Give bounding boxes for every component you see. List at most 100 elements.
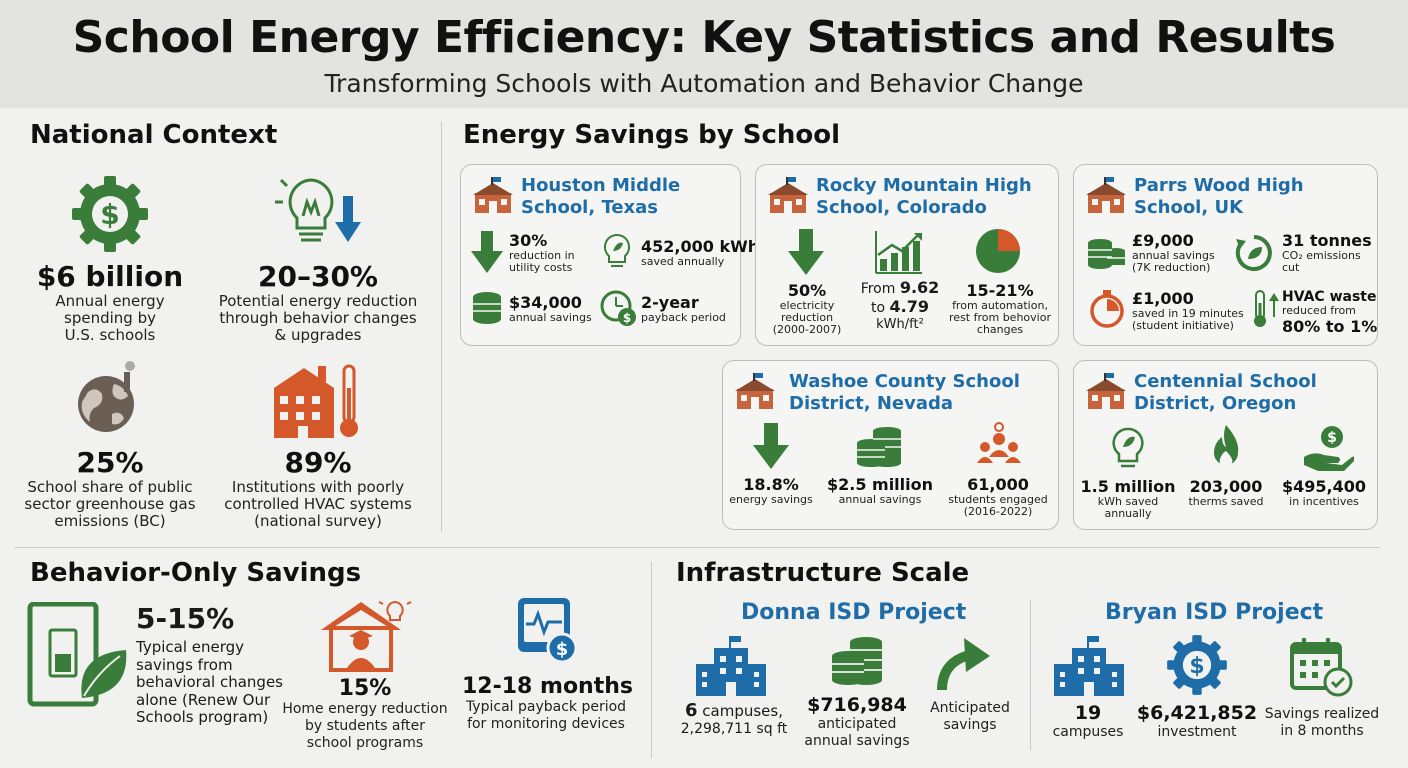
stat-value: 25% [76, 446, 144, 479]
campus-buildings-icon [696, 636, 766, 696]
card-title: Washoe County School District, Nevada [789, 371, 1020, 414]
rocky-stat-intensity: From 9.62 to 4.79 kWh/ft² [860, 278, 940, 333]
parrs-stat-hvac: HVAC waste reduced from 80% to 1% [1282, 289, 1378, 336]
divider-vertical-bottom [651, 562, 652, 758]
stat-value: 15% [338, 676, 392, 701]
card-parrs-wood: Parrs Wood High School, UK £9,000 annual… [1073, 164, 1378, 346]
card-title: Rocky Mountain High School, Colorado [816, 175, 1032, 218]
behavior-stat-payback: $ 12-18 months Typical payback period fo… [462, 596, 633, 733]
parrs-stat-savings: £9,000 annual savings (7K reduction) [1132, 231, 1215, 274]
header-banner: School Energy Efficiency: Key Statistics… [0, 0, 1408, 108]
bryan-stat-investment: $6,421,852 investment [1136, 702, 1258, 740]
bar-chart-up-icon [875, 231, 922, 274]
clock-dollar-icon: $ [600, 290, 636, 326]
svg-text:$: $ [100, 198, 119, 231]
houston-stat-reduction: 30% reduction in utility costs [509, 231, 575, 274]
washoe-stat-students: 61,000 students engaged (2016-2022) [948, 475, 1048, 518]
divider-horizontal [14, 547, 1380, 548]
stat-desc: Typical energy savings from behavioral c… [136, 638, 283, 726]
bryan-stat-realized: Savings realized in 8 months [1264, 706, 1380, 739]
rocky-stat-reduction: 50% electricity reduction (2000-2007) [772, 281, 842, 336]
national-context-title: National Context [30, 120, 278, 150]
houston-stat-savings: $34,000 annual savings [509, 293, 592, 324]
page-subtitle: Transforming Schools with Automation and… [324, 69, 1084, 98]
dollar-gear-icon: $ [1167, 635, 1227, 695]
flame-icon [1214, 425, 1239, 468]
behavior-savings-title: Behavior-Only Savings [30, 558, 362, 588]
energy-savings-title: Energy Savings by School [463, 120, 841, 150]
school-building-icon [768, 177, 808, 213]
pie-chart-icon [976, 229, 1020, 273]
national-stat-hvac: 89% Institutions with poorly controlled … [218, 358, 418, 530]
campus-buildings-icon [1054, 636, 1124, 696]
card-washoe: Washoe County School District, Nevada 18… [722, 360, 1059, 530]
donna-project-title: Donna ISD Project [741, 600, 967, 625]
svg-text:$: $ [1189, 654, 1204, 679]
light-switch-leaf-icon [27, 602, 127, 707]
parrs-stat-co2: 31 tonnes CO₂ emissions cut [1282, 231, 1372, 274]
donna-stat-campuses: 6 campuses, 2,298,711 sq ft [680, 700, 788, 738]
rocky-stat-automation: 15-21% from automation, rest from behovi… [949, 281, 1051, 336]
divider-vertical-infra [1030, 600, 1031, 750]
houston-stat-payback: 2-year payback period [641, 293, 726, 324]
lightbulb-leaf-icon [1112, 427, 1144, 468]
stat-value: 5-15% [136, 602, 235, 635]
stat-value: 89% [284, 446, 352, 479]
recycle-leaf-icon [1235, 235, 1272, 271]
centennial-stat-kwh: 1.5 million kWh saved annually [1080, 477, 1176, 520]
coin-stack-icon [473, 292, 501, 324]
card-title: Centennial School District, Oregon [1134, 371, 1317, 414]
house-student-bulb-icon [321, 600, 412, 672]
globe-factory-icon [78, 361, 135, 432]
school-building-icon [473, 177, 513, 213]
stat-desc: Potential energy reduction through behav… [218, 292, 418, 344]
stat-desc: Typical payback period for monitoring de… [465, 699, 627, 732]
donna-stat-savings: $716,984 anticipated annual savings [804, 694, 910, 749]
national-stat-reduction: 20–30% Potential energy reduction throug… [218, 172, 418, 344]
bryan-stat-campuses: 19 campuses [1052, 702, 1124, 740]
down-arrow-icon [753, 423, 789, 469]
coin-stack-icon [857, 427, 901, 467]
down-arrow-icon [471, 231, 503, 273]
building-thermometer-icon [274, 364, 358, 438]
hand-dollar-icon: $ [1304, 426, 1354, 471]
calendar-check-icon [1290, 638, 1353, 697]
stat-value: 12-18 months [462, 674, 633, 699]
bryan-project-title: Bryan ISD Project [1105, 600, 1324, 625]
stopwatch-icon [1090, 290, 1124, 328]
lightbulb-down-icon [275, 178, 361, 242]
centennial-stat-incentives: $495,400 in incentives [1281, 477, 1366, 508]
washoe-stat-energy: 18.8% energy savings [729, 475, 813, 506]
stat-desc: School share of public sector greenhouse… [24, 478, 196, 530]
card-houston: Houston Middle School, Texas 30% reducti… [460, 164, 760, 346]
infrastructure-scale-title: Infrastructure Scale [676, 558, 970, 588]
stat-value: 20–30% [258, 260, 378, 293]
card-centennial: Centennial School District, Oregon 1.5 m… [1073, 360, 1378, 530]
page-title: School Energy Efficiency: Key Statistics… [72, 12, 1336, 63]
national-stat-emissions: 25% School share of public sector greenh… [20, 358, 200, 530]
down-arrow-icon [788, 229, 824, 275]
lightbulb-leaf-icon [603, 233, 631, 267]
national-stat-spending: $ $6 billion Annual energy spending by U… [20, 172, 200, 344]
stat-desc: Annual energy spending by U.S. schools [55, 292, 165, 344]
curved-up-arrow-icon [937, 638, 990, 691]
card-title: Parrs Wood High School, UK [1134, 175, 1304, 218]
centennial-stat-therms: 203,000 therms saved [1188, 477, 1264, 508]
svg-text:$: $ [623, 311, 631, 325]
divider-vertical-top [441, 122, 442, 532]
parrs-stat-student: £1,000 saved in 19 minutes (student init… [1132, 289, 1244, 332]
houston-stat-kwh: 452,000 kWh saved annually [641, 237, 760, 268]
school-building-icon [1086, 177, 1126, 213]
card-rocky-mountain: Rocky Mountain High School, Colorado 50%… [755, 164, 1059, 346]
coin-stack-icon [832, 637, 882, 685]
donna-stat-anticipated: Anticipated savings [930, 700, 1010, 733]
svg-text:$: $ [1327, 430, 1337, 446]
stat-desc: Institutions with poorly controlled HVAC… [224, 478, 412, 530]
school-building-icon [735, 373, 775, 409]
svg-text:$: $ [556, 639, 569, 660]
students-group-icon [977, 422, 1021, 463]
behavior-stat-home: 15% Home energy reduction by students af… [282, 596, 448, 752]
stat-desc: Home energy reduction by students after … [282, 701, 448, 751]
card-title: Houston Middle School, Texas [521, 175, 681, 218]
behavior-stat-typical: 5-15% Typical energy savings from behavi… [136, 602, 286, 727]
